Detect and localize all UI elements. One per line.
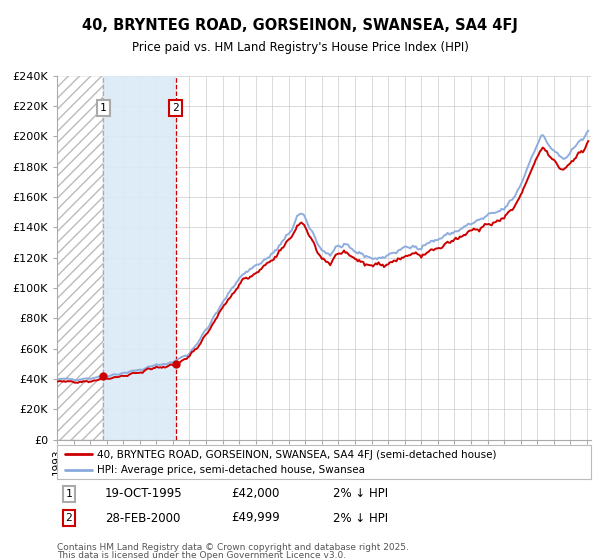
Bar [57,76,103,440]
Text: 1: 1 [100,104,107,113]
Text: 19-OCT-1995: 19-OCT-1995 [105,487,182,501]
Text: 28-FEB-2000: 28-FEB-2000 [105,511,181,525]
Text: 40, BRYNTEG ROAD, GORSEINON, SWANSEA, SA4 4FJ: 40, BRYNTEG ROAD, GORSEINON, SWANSEA, SA… [82,18,518,32]
Text: £42,000: £42,000 [231,487,280,501]
Text: 40, BRYNTEG ROAD, GORSEINON, SWANSEA, SA4 4FJ (semi-detached house): 40, BRYNTEG ROAD, GORSEINON, SWANSEA, SA… [97,450,497,460]
Text: £49,999: £49,999 [231,511,280,525]
Text: This data is licensed under the Open Government Licence v3.0.: This data is licensed under the Open Gov… [57,551,346,560]
Text: Contains HM Land Registry data © Crown copyright and database right 2025.: Contains HM Land Registry data © Crown c… [57,543,409,552]
Text: 1: 1 [65,489,73,499]
Text: Price paid vs. HM Land Registry's House Price Index (HPI): Price paid vs. HM Land Registry's House … [131,41,469,54]
Text: HPI: Average price, semi-detached house, Swansea: HPI: Average price, semi-detached house,… [97,465,365,475]
Text: 2% ↓ HPI: 2% ↓ HPI [333,487,388,501]
Text: 2% ↓ HPI: 2% ↓ HPI [333,511,388,525]
Text: 2: 2 [172,104,179,113]
Bar [103,76,176,440]
Text: 2: 2 [65,513,73,523]
